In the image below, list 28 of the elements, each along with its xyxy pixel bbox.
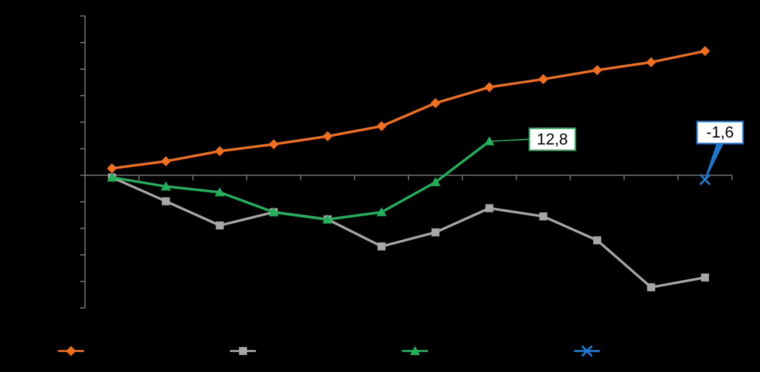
point xyxy=(268,139,279,150)
point xyxy=(701,273,710,282)
point xyxy=(647,283,656,292)
point xyxy=(485,204,494,212)
point xyxy=(376,207,387,216)
data-label: 12,8 xyxy=(536,131,568,148)
data-label: -1,6 xyxy=(706,124,734,142)
point xyxy=(376,121,387,132)
point xyxy=(484,82,494,92)
point xyxy=(592,65,602,76)
point xyxy=(214,187,225,196)
point xyxy=(216,221,224,230)
point xyxy=(378,242,386,250)
point xyxy=(700,46,710,56)
point xyxy=(162,197,170,206)
point xyxy=(538,74,548,84)
point xyxy=(160,156,171,166)
point xyxy=(593,236,602,244)
point xyxy=(106,163,117,174)
point xyxy=(431,228,440,236)
point xyxy=(160,181,171,190)
point xyxy=(430,98,440,108)
point xyxy=(214,146,225,156)
point xyxy=(699,174,712,186)
point xyxy=(539,212,548,220)
point xyxy=(430,177,440,186)
point xyxy=(322,131,333,142)
point xyxy=(646,57,656,68)
